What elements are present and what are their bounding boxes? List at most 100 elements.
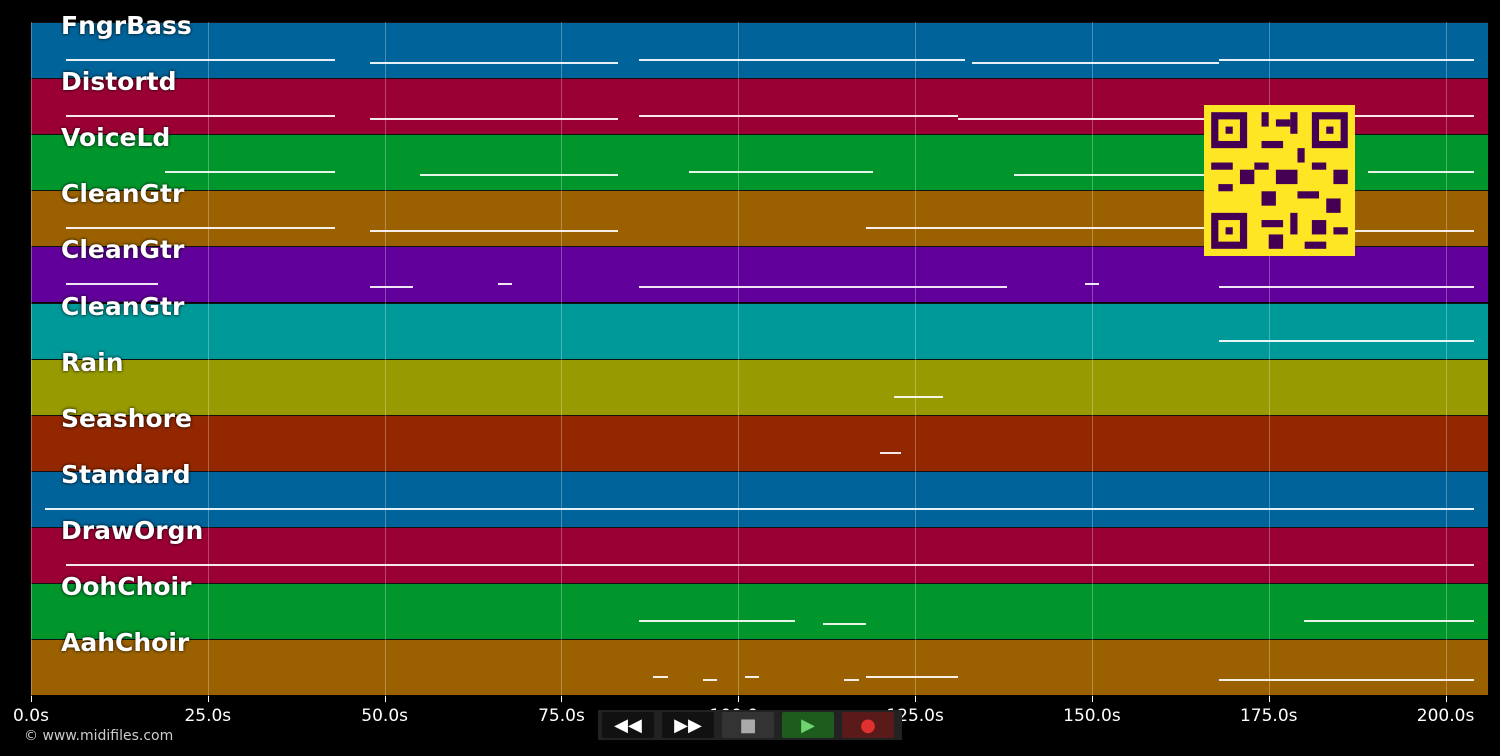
note-segment [639,620,795,622]
note-segment [370,230,619,233]
note-segment [957,118,1220,121]
axis-tick [384,696,386,702]
gridline [561,22,563,696]
piano-roll[interactable]: FngrBass Distortd VoiceLd CleanGtr CleanGtr C… [31,11,1488,696]
track-label: CleanGtr [61,235,185,265]
gridline [384,22,386,696]
note-segment [66,283,159,286]
note-segment [971,62,1220,64]
track-5[interactable]: CleanGtr [31,292,1488,359]
track-label: DrawOrgn [61,515,204,545]
note-segment [844,679,859,682]
note-segment [497,283,512,286]
note-segment [745,676,760,679]
note-segment [66,59,336,61]
qr-code-graphic [1204,105,1355,256]
axis-tick [207,696,209,702]
note-segment [688,171,873,174]
note-segment [1219,59,1474,61]
note-segment [66,227,336,230]
rewind-button[interactable]: ◀◀ [602,712,654,738]
track-7[interactable]: Seashore [31,404,1488,471]
axis-tick [1091,696,1093,702]
track-6[interactable]: Rain [31,348,1488,415]
note-segment [420,174,619,177]
gridline [31,22,32,696]
fast-forward-icon: ▶▶ [674,714,702,736]
note-segment [370,62,619,64]
note-segment [66,115,336,118]
gridline [1268,22,1270,696]
note-segment [865,676,958,679]
track-label: VoiceLd [61,123,171,153]
axis-tick [1445,696,1447,702]
record-button[interactable]: ● [842,712,894,738]
note-segment [865,227,1241,230]
note-segment [370,286,413,289]
note-segment [1219,679,1474,682]
track-11[interactable]: AahChoir [31,628,1488,696]
note-segment [879,451,901,454]
play-button[interactable]: ▶ [782,712,834,738]
axis-tick-label: 75.0s [538,706,585,726]
track-label: CleanGtr [61,291,185,321]
note-segment [639,286,1008,289]
note-segment [823,623,866,625]
axis-tick-label: 25.0s [184,706,232,726]
copyright-text: © www.midifiles.com [24,728,174,744]
axis-tick-label: 0.0s [13,706,49,726]
rewind-icon: ◀◀ [614,714,642,736]
note-segment [1346,230,1474,233]
qr-code [1204,105,1355,256]
note-segment [1014,174,1241,177]
gridline [1445,22,1447,696]
axis-tick [738,696,740,702]
track-label: Rain [61,347,124,377]
note-segment [1346,115,1474,118]
note-segment [66,563,1474,566]
note-segment [1219,286,1474,289]
note-segment [702,679,718,682]
transport-controls: ◀◀ ▶▶ ■ ▶ ● [598,710,902,740]
time-axis: 0.0s25.0s50.0s75.0s100.0s125.0s150.0s175… [13,696,1488,756]
track-8[interactable]: Standard [31,460,1488,527]
track-label: Standard [61,459,191,489]
track-1[interactable]: Distortd [31,67,1488,135]
axis-tick-label: 200.0s [1416,706,1475,726]
track-9[interactable]: DrawOrgn [31,516,1488,583]
axis-tick [915,696,917,702]
stop-button[interactable]: ■ [722,712,774,738]
track-label: CleanGtr [61,179,185,209]
note-segment [1219,339,1474,342]
track-label: AahChoir [61,628,190,658]
note-segment [639,59,965,61]
note-segment [370,118,619,121]
gridline [207,22,209,696]
record-icon: ● [860,714,876,736]
track-label: Distortd [61,67,177,97]
stop-icon: ■ [739,714,757,736]
axis-tick [31,696,32,702]
gridline [915,22,917,696]
track-label: OohChoir [61,572,192,601]
axis-tick-label: 175.0s [1239,706,1298,726]
track-10[interactable]: OohChoir [31,572,1488,639]
note-segment [165,171,336,174]
track-label: FngrBass [61,11,192,40]
fast-forward-button[interactable]: ▶▶ [662,712,714,738]
axis-tick-label: 150.0s [1063,706,1121,726]
axis-tick [561,696,563,702]
note-segment [1367,171,1474,174]
axis-tick-label: 50.0s [361,706,408,726]
axis-tick [1268,696,1270,702]
gridline [1091,22,1093,696]
note-segment [1084,283,1099,286]
note-segment [1304,620,1474,622]
play-icon: ▶ [801,714,815,736]
note-segment [45,507,1474,510]
track-0[interactable]: FngrBass [31,11,1488,78]
track-label: Seashore [61,403,192,433]
note-segment [653,676,668,679]
note-segment [893,395,944,398]
gridline [738,22,740,696]
